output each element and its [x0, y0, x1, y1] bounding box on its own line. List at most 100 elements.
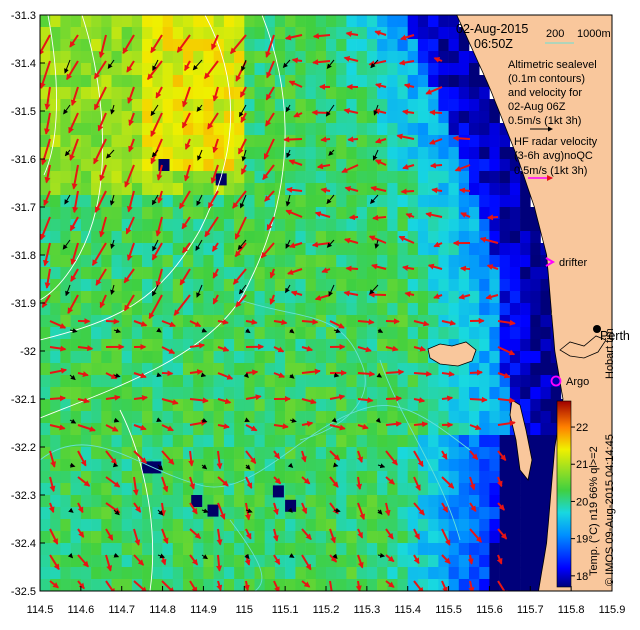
x-tick-label: 114.5 [27, 604, 54, 616]
hf-velocity-arrow [210, 164, 219, 184]
hf-velocity-arrow [286, 186, 303, 193]
hf-velocity-arrow [93, 138, 107, 165]
hf-velocity-arrow [402, 109, 415, 116]
hf-velocity-arrow [344, 186, 359, 192]
hf-velocity-arrow [496, 476, 503, 488]
hf-velocity-arrow [44, 86, 51, 110]
hf-velocity-arrow [77, 528, 85, 538]
hf-velocity-arrow [441, 319, 457, 326]
hf-velocity-arrow [357, 346, 372, 353]
hf-velocity-arrow [283, 136, 303, 143]
hf-velocity-arrow [66, 60, 79, 81]
hf-velocity-arrow [273, 346, 285, 353]
hf-velocity-arrow [93, 60, 107, 80]
hf-velocity-arrow [128, 138, 135, 153]
hf-velocity-arrow [69, 34, 79, 48]
hf-velocity-arrow [204, 60, 219, 80]
isobath-contour [40, 405, 471, 488]
altimetry-velocity-arrow [197, 149, 203, 161]
hf-velocity-arrow [441, 528, 451, 546]
hf-velocity-arrow [189, 580, 198, 591]
hf-velocity-arrow [70, 86, 79, 107]
hf-velocity-arrow [266, 216, 275, 231]
hf-velocity-arrow [425, 86, 443, 95]
hf-velocity-arrow [396, 133, 415, 140]
hf-velocity-arrow [232, 190, 247, 209]
altimetry-velocity-arrow [113, 552, 120, 558]
hf-velocity-arrow [301, 368, 321, 375]
altimetry-velocity-arrow [65, 284, 71, 297]
altimetry-line-2: (0.1m contours) [508, 73, 585, 85]
altimetry-velocity-arrow [245, 508, 253, 514]
altimetry-velocity-arrow [373, 104, 379, 116]
hf-velocity-arrow [49, 424, 66, 431]
hf-velocity-arrow [216, 450, 223, 470]
hf-velocity-arrow [428, 138, 443, 145]
hf-velocity-arrow [48, 502, 55, 514]
sea-surface-temperature-field [40, 15, 572, 591]
colorbar-tick-label: 18 [576, 571, 588, 583]
altimetry-velocity-arrow [69, 418, 77, 424]
x-tick-label: 115 [236, 604, 254, 616]
y-tick-label: -32 [20, 346, 36, 358]
hf-velocity-arrow [355, 580, 362, 591]
hf-velocity-arrow [122, 34, 135, 55]
hf-velocity-arrow [469, 502, 477, 513]
hf-velocity-arrow [497, 372, 511, 379]
sea-level-contour [40, 15, 232, 341]
hf-velocity-arrow [67, 294, 79, 314]
hf-velocity-arrow [497, 528, 508, 540]
hf-velocity-arrow [161, 528, 169, 545]
altimetry-velocity-arrow [64, 194, 71, 205]
hf-velocity-arrow [431, 187, 443, 194]
altimetry-velocity-arrow [287, 462, 294, 468]
altimetry-line-1: Altimetric sealevel [508, 59, 597, 71]
hf-velocity-arrow [413, 450, 424, 468]
colorbar-tick-label: 19 [576, 534, 588, 546]
isobath-contour [379, 359, 461, 541]
hf-velocity-arrow [40, 216, 51, 241]
hf-velocity-arrow [413, 421, 429, 428]
y-tick-label: -32.1 [11, 394, 36, 406]
hf-velocity-arrow [216, 528, 223, 546]
hf-velocity-arrow [458, 293, 471, 300]
altimetry-velocity-arrow [332, 553, 338, 560]
swan-river [559, 335, 607, 359]
hf-velocity-arrow [487, 214, 499, 221]
hf-velocity-arrow [385, 318, 400, 325]
x-tick-label: 114.6 [67, 604, 94, 616]
hf-velocity-arrow [374, 30, 387, 36]
altimetry-velocity-arrow [285, 284, 291, 294]
hf-velocity-arrow [71, 164, 79, 190]
hf-velocity-arrow [347, 136, 359, 143]
colorbar-ticks: 22 21 20 19 18 [571, 422, 588, 583]
hf-velocity-arrow [273, 580, 280, 591]
hf-velocity-arrow [239, 86, 247, 98]
argo-marker [550, 375, 562, 387]
hf-velocity-arrow [217, 476, 229, 487]
hf-velocity-arrow [155, 216, 163, 237]
hf-velocity-arrow [161, 398, 179, 405]
altimetry-velocity-arrow [68, 507, 74, 513]
hf-velocity-arrow [265, 112, 275, 127]
hf-velocity-arrow [49, 554, 60, 571]
altimetry-velocity-arrow [110, 239, 116, 250]
hf-velocity-arrow [156, 164, 163, 181]
hf-velocity-arrow [133, 450, 147, 464]
hf-scale-label: 0.5m/s (1kt 3h) [514, 165, 587, 177]
hf-velocity-arrow [348, 214, 359, 221]
altimetry-velocity-arrow [333, 328, 341, 334]
hf-velocity-arrow [49, 450, 57, 468]
altimetry-velocity-arrow [156, 327, 162, 333]
y-tick-label: -32.2 [11, 442, 36, 454]
hf-velocity-arrow [240, 164, 247, 175]
hf-velocity-arrow [212, 138, 219, 154]
hf-velocity-arrow [245, 319, 258, 325]
hf-velocity-arrow [467, 554, 474, 565]
hf-velocity-arrow [133, 502, 142, 513]
hf-velocity-arrow [374, 159, 387, 166]
hf-velocity-arrow [311, 109, 331, 116]
hf-velocity-arrow [265, 86, 275, 101]
hf-velocity-arrow [124, 164, 135, 188]
hf-velocity-arrow [189, 320, 202, 328]
